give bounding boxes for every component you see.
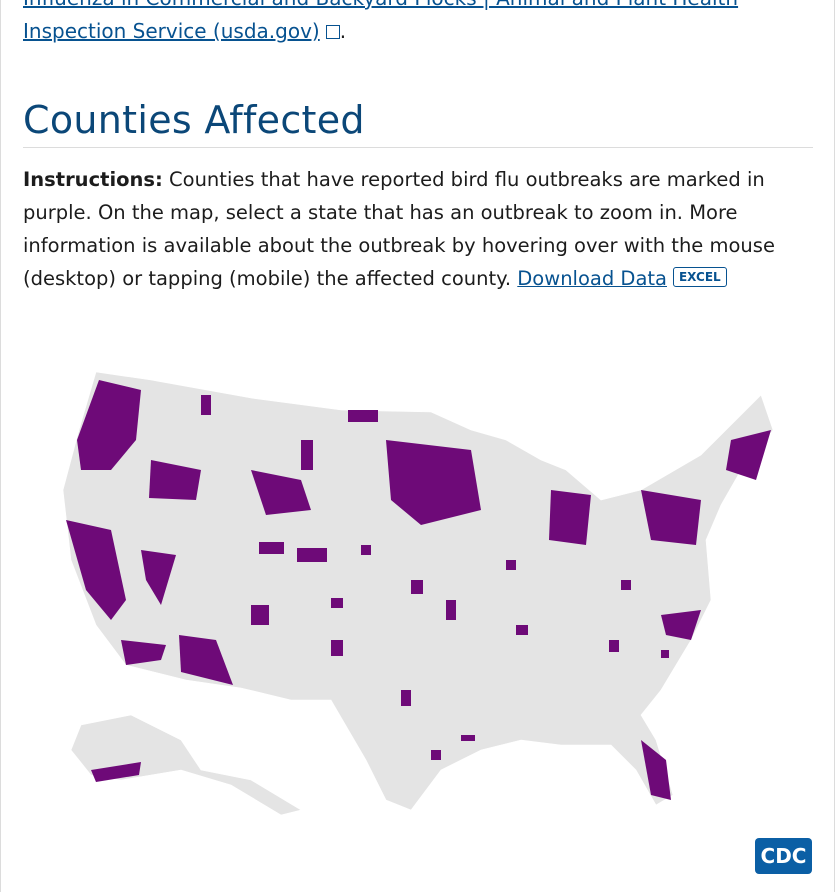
county-cluster	[386, 440, 481, 525]
county-cluster	[141, 550, 176, 605]
county-cluster	[91, 762, 141, 782]
link-text: Influenza in Commercial and Backyard Flo…	[23, 0, 738, 10]
county	[348, 410, 378, 422]
source-paragraph: Influenza in Commercial and Backyard Flo…	[23, 0, 823, 48]
county	[201, 395, 211, 415]
county-cluster	[726, 430, 771, 480]
county	[411, 580, 423, 594]
county	[446, 600, 456, 620]
county-cluster	[149, 460, 201, 500]
cdc-logo[interactable]: CDC	[755, 838, 812, 874]
county	[361, 545, 371, 555]
county	[661, 650, 669, 658]
county-cluster	[641, 490, 701, 545]
county	[506, 560, 516, 570]
county-cluster	[641, 740, 671, 800]
download-link[interactable]: Download Data	[517, 267, 667, 290]
county	[516, 625, 528, 635]
county	[431, 750, 441, 760]
instructions-label: Instructions:	[23, 168, 163, 191]
county	[621, 580, 631, 590]
instructions: Instructions: Counties that have reporte…	[23, 163, 818, 295]
file-badge: EXCEL	[672, 267, 727, 287]
county-cluster	[251, 470, 311, 515]
county	[609, 640, 619, 652]
punctuation: .	[339, 19, 347, 43]
county-cluster	[77, 380, 141, 470]
county-cluster	[66, 520, 126, 620]
county-cluster	[661, 610, 701, 640]
county-cluster	[179, 635, 233, 685]
affected-counties	[66, 380, 771, 800]
county	[297, 548, 327, 562]
county	[259, 542, 284, 554]
county	[461, 735, 475, 741]
county	[331, 640, 343, 656]
section-heading: Counties Affected	[23, 98, 365, 142]
county	[251, 605, 269, 625]
county-cluster	[121, 640, 166, 665]
source-link[interactable]: Influenza in Commercial and Backyard Flo…	[23, 0, 738, 43]
county	[301, 440, 313, 470]
divider	[23, 147, 813, 148]
us-county-map[interactable]	[1, 330, 835, 830]
county-cluster	[549, 490, 591, 545]
external-icon	[325, 25, 340, 39]
link-text: Inspection Service (usda.gov)	[23, 19, 320, 43]
county	[401, 690, 411, 706]
instructions-text: Counties that have reported bird flu out…	[23, 168, 775, 290]
county	[331, 598, 343, 608]
alaska	[70, 714, 302, 816]
